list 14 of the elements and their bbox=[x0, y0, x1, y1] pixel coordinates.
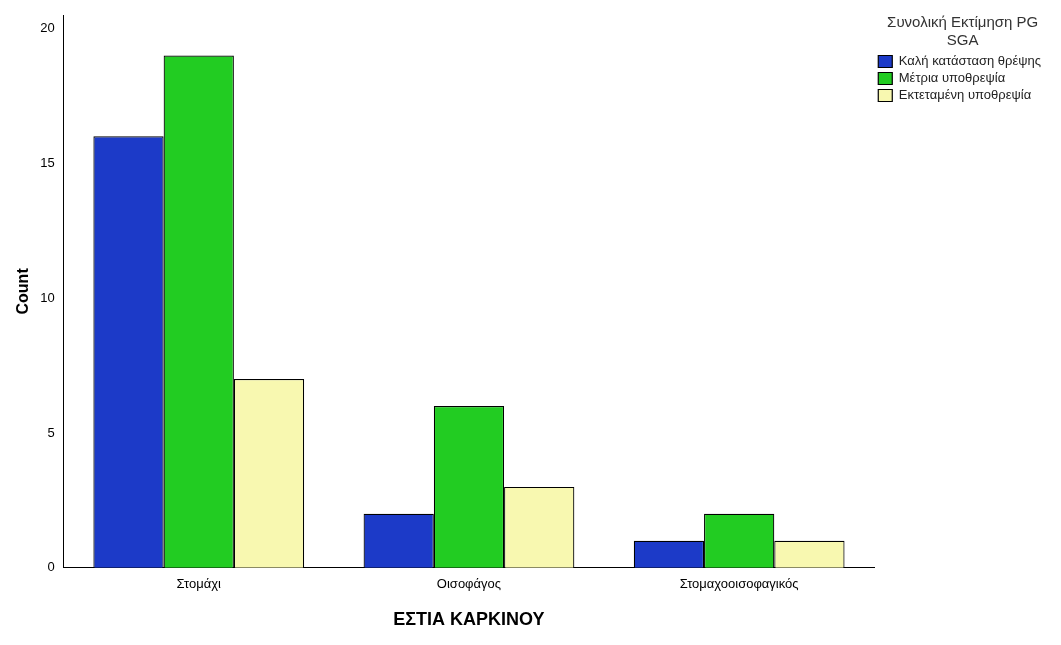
y-axis-title: Count bbox=[14, 267, 32, 315]
y-tick-label: 10 bbox=[40, 289, 55, 305]
x-tick-label: Στομάχι bbox=[176, 576, 222, 592]
x-tick-label: Οισοφάγος bbox=[436, 576, 502, 592]
legend-label: Μέτρια υποθρεψία bbox=[898, 70, 1006, 86]
legend-label: Καλή κατάσταση θρέψης bbox=[898, 53, 1041, 69]
x-tick-label: Στομαχοοισοφαγικός bbox=[679, 576, 799, 592]
legend-label: Εκτεταμένη υποθρεψία bbox=[898, 87, 1032, 103]
y-tick-label: 0 bbox=[47, 559, 55, 575]
y-tick-label: 5 bbox=[47, 424, 55, 440]
y-tick-label: 15 bbox=[40, 154, 55, 170]
x-axis-title: ΕΣΤΙΑ ΚΑΡΚΙΝΟΥ bbox=[393, 609, 545, 630]
legend-title: Συνολική Εκτίμηση PG SGA bbox=[887, 12, 1039, 48]
y-tick-label: 20 bbox=[40, 20, 55, 36]
